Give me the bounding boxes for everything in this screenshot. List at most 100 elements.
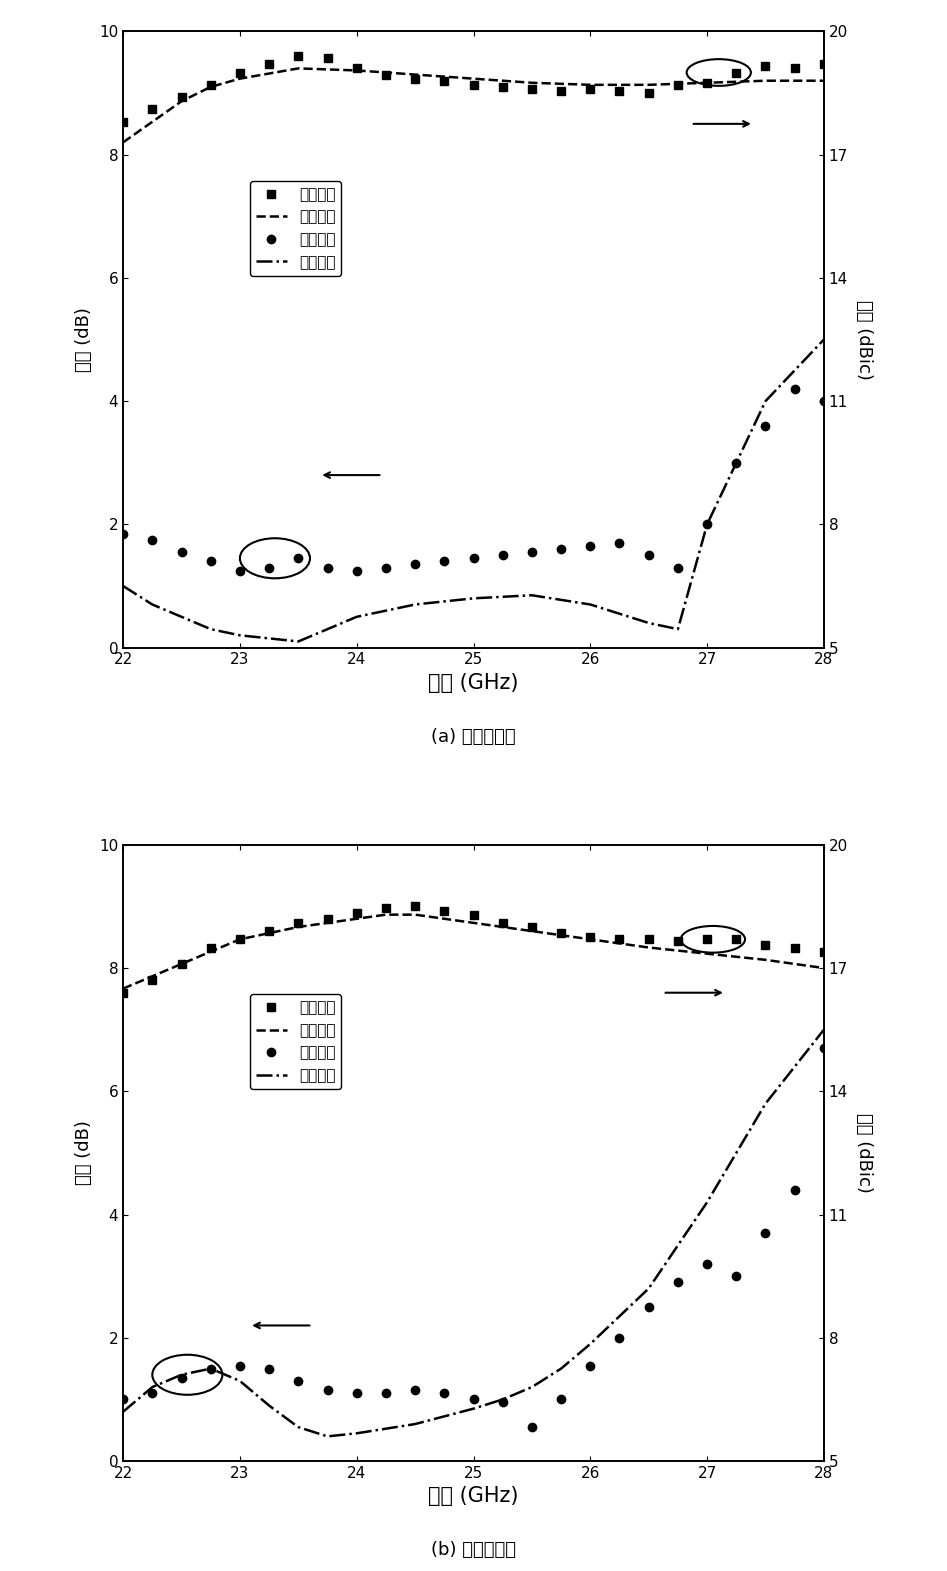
实测增益 — [614, 82, 625, 101]
仿真增益 — [176, 91, 188, 110]
实测轴比 — [789, 1180, 800, 1199]
实测轴比 — [643, 545, 654, 564]
仿真增益 — [381, 905, 392, 924]
仿真轴比 — [234, 1371, 245, 1390]
仿真增益 — [702, 74, 713, 93]
Line: 实测轴比: 实测轴比 — [119, 385, 828, 575]
实测轴比 — [205, 1359, 216, 1378]
Legend: 实测增益, 仿真增益, 实测轴比, 仿真轴比: 实测增益, 仿真增益, 实测轴比, 仿真轴比 — [250, 994, 341, 1089]
实测轴比 — [293, 548, 304, 567]
实测增益 — [731, 63, 742, 82]
实测增益 — [527, 80, 538, 99]
实测轴比 — [205, 551, 216, 570]
仿真轴比 — [176, 1365, 188, 1384]
实测增益 — [789, 60, 800, 79]
仿真增益 — [818, 958, 830, 977]
实测增益 — [293, 913, 304, 932]
仿真增益 — [818, 71, 830, 90]
Y-axis label: 轴比 (dB): 轴比 (dB) — [76, 306, 94, 372]
仿真增益 — [759, 71, 771, 90]
实测增益 — [789, 938, 800, 957]
实测轴比 — [409, 1381, 420, 1400]
实测增益 — [614, 930, 625, 949]
实测增益 — [176, 955, 188, 974]
实测轴比 — [263, 558, 275, 577]
仿真增益 — [293, 917, 304, 936]
仿真轴比 — [643, 614, 654, 633]
实测轴比 — [322, 558, 333, 577]
仿真轴比 — [643, 1279, 654, 1298]
仿真增益 — [409, 64, 420, 83]
实测轴比 — [409, 555, 420, 573]
实测增益 — [293, 47, 304, 66]
仿真轴比 — [584, 1334, 596, 1353]
实测轴比 — [147, 531, 158, 550]
仿真轴比 — [409, 1414, 420, 1433]
仿真轴比 — [759, 1093, 771, 1112]
实测增益 — [468, 75, 479, 94]
Line: 仿真增益: 仿真增益 — [123, 914, 824, 988]
Y-axis label: 增益 (dBic): 增益 (dBic) — [855, 1112, 873, 1192]
仿真增益 — [176, 955, 188, 974]
仿真增益 — [468, 913, 479, 932]
实测增益 — [702, 930, 713, 949]
实测轴比 — [468, 548, 479, 567]
实测增益 — [555, 82, 566, 101]
仿真轴比 — [409, 595, 420, 614]
实测轴比 — [438, 551, 450, 570]
仿真增益 — [351, 910, 363, 928]
仿真轴比 — [176, 608, 188, 627]
实测增益 — [381, 64, 392, 83]
仿真轴比 — [555, 1359, 566, 1378]
Line: 仿真增益: 仿真增益 — [123, 69, 824, 143]
Text: (a) 左旋圆极化: (a) 左旋圆极化 — [431, 727, 516, 746]
仿真轴比 — [497, 1390, 509, 1409]
实测轴比 — [702, 515, 713, 534]
实测增益 — [555, 924, 566, 943]
Text: (b) 右旋圆极化: (b) 右旋圆极化 — [431, 1541, 516, 1558]
实测轴比 — [381, 558, 392, 577]
实测轴比 — [702, 1254, 713, 1273]
X-axis label: 频率 (GHz): 频率 (GHz) — [428, 672, 519, 693]
实测轴比 — [731, 454, 742, 473]
实测增益 — [205, 75, 216, 94]
仿真轴比 — [147, 595, 158, 614]
Y-axis label: 轴比 (dB): 轴比 (dB) — [76, 1120, 94, 1186]
仿真轴比 — [322, 1426, 333, 1445]
仿真轴比 — [205, 619, 216, 638]
仿真轴比 — [205, 1359, 216, 1378]
仿真轴比 — [702, 515, 713, 534]
实测轴比 — [584, 1356, 596, 1375]
实测增益 — [702, 74, 713, 93]
仿真增益 — [293, 60, 304, 79]
实测轴比 — [497, 545, 509, 564]
仿真增益 — [759, 950, 771, 969]
实测增益 — [176, 88, 188, 107]
仿真轴比 — [702, 1192, 713, 1211]
Y-axis label: 增益 (dBic): 增益 (dBic) — [855, 300, 873, 380]
仿真增益 — [527, 922, 538, 941]
实测轴比 — [438, 1384, 450, 1403]
仿真轴比 — [351, 608, 363, 627]
实测增益 — [643, 83, 654, 102]
仿真增益 — [702, 944, 713, 963]
实测增益 — [322, 910, 333, 928]
实测增益 — [731, 930, 742, 949]
实测轴比 — [731, 1266, 742, 1285]
仿真增益 — [643, 75, 654, 94]
实测轴比 — [117, 525, 129, 544]
实测增益 — [584, 928, 596, 947]
仿真轴比 — [672, 619, 684, 638]
实测增益 — [263, 55, 275, 74]
实测轴比 — [176, 542, 188, 561]
X-axis label: 频率 (GHz): 频率 (GHz) — [428, 1486, 519, 1507]
Legend: 实测增益, 仿真增益, 实测轴比, 仿真轴比: 实测增益, 仿真增益, 实测轴比, 仿真轴比 — [250, 181, 341, 276]
实测增益 — [672, 75, 684, 94]
实测轴比 — [672, 558, 684, 577]
仿真增益 — [643, 938, 654, 957]
仿真增益 — [351, 61, 363, 80]
仿真轴比 — [293, 1417, 304, 1436]
仿真轴比 — [322, 619, 333, 638]
实测轴比 — [614, 1329, 625, 1348]
实测增益 — [234, 930, 245, 949]
